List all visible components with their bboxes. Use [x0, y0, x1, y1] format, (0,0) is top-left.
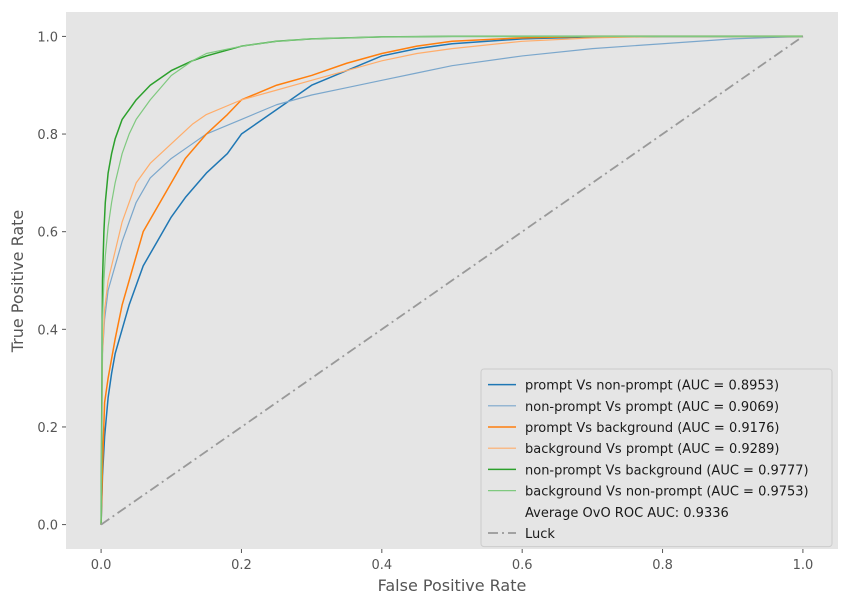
legend: prompt Vs non-prompt (AUC = 0.8953) non-p…: [480, 368, 833, 548]
series-line-1: [100, 35, 803, 525]
y-tick-label: 1.0: [37, 30, 58, 45]
y-tick-label: 0.0: [37, 519, 58, 534]
legend-label-1: prompt Vs non-prompt (AUC = 0.8953): [525, 379, 779, 394]
y-tick-label: 0.8: [37, 128, 58, 143]
curves-layer: [100, 35, 804, 526]
legend-label-4: background Vs prompt (AUC = 0.9289): [525, 442, 780, 457]
x-tick-label: 0.2: [231, 558, 252, 573]
y-tick-label: 0.6: [37, 226, 58, 241]
series-line-7: [100, 35, 804, 526]
y-axis-label: True Positive Rate: [8, 210, 27, 354]
series-line-4: [100, 35, 803, 525]
legend-label-7: Average OvO ROC AUC: 0.9336: [525, 506, 729, 521]
legend-label-5: non-prompt Vs background (AUC = 0.9777): [525, 463, 809, 478]
x-tick-label: 1.0: [793, 558, 814, 573]
y-tick-label: 0.2: [37, 421, 58, 436]
x-tick-label: 0.8: [652, 558, 673, 573]
legend-box: [480, 368, 833, 548]
x-axis-label: False Positive Rate: [378, 576, 527, 595]
legend-label-2: non-prompt Vs prompt (AUC = 0.9069): [525, 400, 779, 415]
x-tick-label: 0.4: [371, 558, 392, 573]
y-tick-label: 0.4: [37, 323, 58, 338]
series-line-2: [100, 35, 803, 525]
legend-label-8: Luck: [525, 527, 555, 542]
x-tick-label: 0.0: [91, 558, 112, 573]
legend-label-3: prompt Vs background (AUC = 0.9176): [525, 421, 780, 436]
ticks-layer: 0.0 0.2 0.4 0.6 0.8 1.0 0.0 0.2 0.4 0.6 0.8 1.0: [37, 30, 813, 573]
series-line-6: [100, 35, 803, 525]
legend-label-6: background Vs non-prompt (AUC = 0.9753): [525, 485, 809, 500]
series-line-3: [100, 35, 803, 525]
x-tick-label: 0.6: [512, 558, 533, 573]
